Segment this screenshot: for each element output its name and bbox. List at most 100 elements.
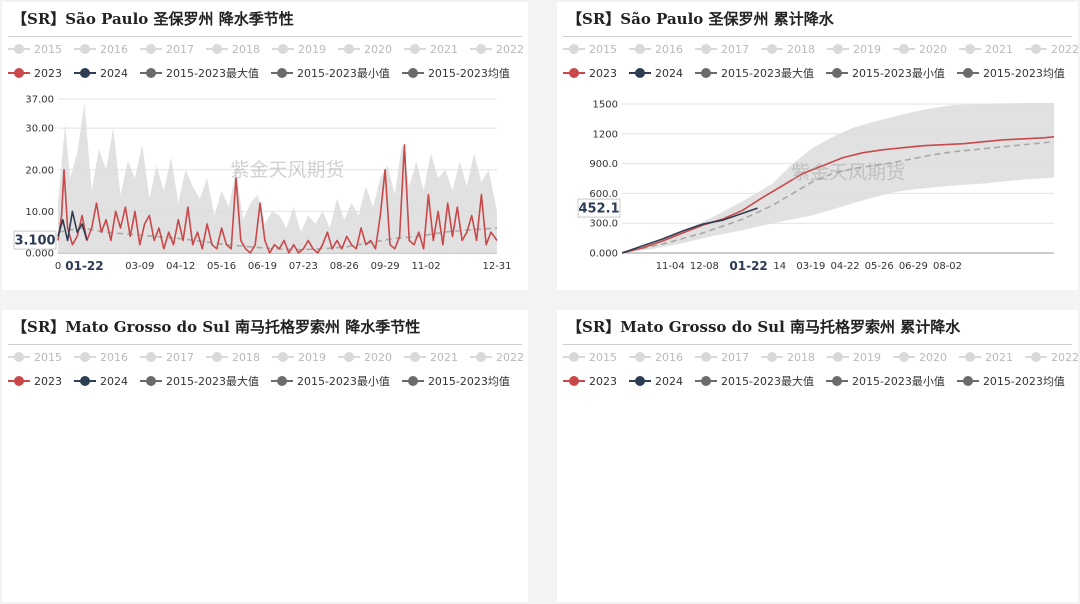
legend-item-2024[interactable]: 2024 — [74, 67, 128, 80]
legend-item-mean[interactable]: 2015-2023均值 — [956, 65, 1065, 81]
legend-label: 2023 — [589, 66, 617, 80]
legend-item-min[interactable]: 2015-2023最小值 — [825, 65, 945, 81]
legend-item-max[interactable]: 2015-2023最大值 — [140, 373, 259, 389]
legend-label: 2019 — [853, 42, 881, 56]
x-tick-label: 04-22 — [831, 261, 860, 272]
legend-item-2016[interactable]: 2016 — [74, 43, 128, 56]
series-line-2024 — [621, 207, 758, 254]
legend-item-2019[interactable]: 2019 — [272, 351, 326, 364]
legend-item-2021[interactable]: 2021 — [959, 43, 1013, 56]
legend-item-2023[interactable]: 2023 — [563, 67, 617, 80]
legend-swatch — [956, 376, 979, 386]
legend-label: 2022 — [496, 350, 524, 364]
x-tick-label: 01-22 — [65, 259, 103, 273]
legend-item-2024[interactable]: 2024 — [629, 375, 683, 388]
legend-item-2022[interactable]: 2022 — [470, 351, 524, 364]
legend-item-2015[interactable]: 2015 — [563, 351, 617, 364]
legend-swatch — [1025, 44, 1047, 54]
legend-item-min[interactable]: 2015-2023最小值 — [825, 373, 945, 389]
legend-item-2020[interactable]: 2020 — [893, 43, 947, 56]
legend-label: 2015-2023最大值 — [721, 375, 814, 388]
legend-label: 2015 — [589, 42, 617, 56]
legend-item-mean[interactable]: 2015-2023均值 — [401, 373, 510, 389]
legend-item-2019[interactable]: 2019 — [827, 43, 881, 56]
legend-item-max[interactable]: 2015-2023最大值 — [695, 65, 814, 81]
legend-label: 2020 — [919, 42, 947, 56]
legend-swatch — [140, 376, 162, 386]
legend-label: 2021 — [985, 42, 1013, 56]
series-line-mean — [621, 140, 1055, 254]
legend-label: 2021 — [430, 350, 458, 364]
legend-item-2023[interactable]: 2023 — [8, 375, 62, 388]
chart-title: 【SR】São Paulo 圣保罗州 累计降水 — [567, 10, 834, 28]
legend-swatch — [206, 352, 228, 362]
legend-item-2018[interactable]: 2018 — [761, 351, 815, 364]
legend-swatch — [404, 352, 426, 362]
legend-item-mean[interactable]: 2015-2023均值 — [956, 373, 1065, 389]
legend-item-2017[interactable]: 2017 — [140, 351, 194, 364]
legend-swatch — [270, 376, 293, 386]
legend-item-mean[interactable]: 2015-2023均值 — [401, 65, 510, 81]
legend-swatch — [695, 68, 717, 78]
legend-item-2022[interactable]: 2022 — [1025, 351, 1078, 364]
y-tick-label: 900.0 — [589, 159, 618, 170]
legend-swatch — [761, 352, 783, 362]
x-tick-label: 11-04 — [656, 261, 685, 272]
legend-swatch — [563, 376, 585, 386]
chart-title: 【SR】Mato Grosso do Sul 南马托格罗索州 累计降水 — [567, 318, 961, 336]
legend-item-2016[interactable]: 2016 — [74, 351, 128, 364]
legend-item-2015[interactable]: 2015 — [8, 351, 62, 364]
legend-item-2021[interactable]: 2021 — [959, 351, 1013, 364]
legend-item-2016[interactable]: 2016 — [629, 351, 683, 364]
legend-swatch — [1025, 352, 1047, 362]
legend-item-2018[interactable]: 2018 — [206, 43, 260, 56]
title-divider — [8, 344, 522, 345]
legend-item-2020[interactable]: 2020 — [893, 351, 947, 364]
legend-item-2018[interactable]: 2018 — [761, 43, 815, 56]
legend-item-min[interactable]: 2015-2023最小值 — [270, 373, 390, 389]
y-tick-label: 30.00 — [25, 124, 54, 135]
legend-label: 2024 — [100, 66, 128, 80]
watermark: 紫金天风期货 — [791, 162, 905, 184]
legend-item-2023[interactable]: 2023 — [8, 67, 62, 80]
legend-item-2023[interactable]: 2023 — [563, 375, 617, 388]
legend-series: 2023 2024 2015-2023最大值 2015-2023最小值 2015-202… — [8, 64, 522, 82]
legend-item-2024[interactable]: 2024 — [74, 375, 128, 388]
legend-swatch — [825, 376, 848, 386]
legend-swatch — [270, 68, 293, 78]
current-value-box — [13, 230, 57, 250]
legend-item-2017[interactable]: 2017 — [140, 43, 194, 56]
legend-item-2015[interactable]: 2015 — [563, 43, 617, 56]
legend-item-2021[interactable]: 2021 — [404, 351, 458, 364]
legend-item-2022[interactable]: 2022 — [1025, 43, 1078, 56]
legend-item-2017[interactable]: 2017 — [695, 43, 749, 56]
legend-item-2019[interactable]: 2019 — [272, 43, 326, 56]
legend-swatch — [74, 68, 96, 78]
legend-item-2019[interactable]: 2019 — [827, 351, 881, 364]
legend-item-2024[interactable]: 2024 — [629, 67, 683, 80]
legend-label: 2018 — [787, 350, 815, 364]
legend-item-2020[interactable]: 2020 — [338, 43, 392, 56]
legend-item-max[interactable]: 2015-2023最大值 — [140, 65, 259, 81]
legend-item-2017[interactable]: 2017 — [695, 351, 749, 364]
legend-swatch — [695, 376, 717, 386]
legend-swatch — [272, 44, 294, 54]
y-tick-label: 0.000 — [589, 249, 618, 260]
legend-swatch — [827, 44, 849, 54]
legend-item-2021[interactable]: 2021 — [404, 43, 458, 56]
x-tick-label: 08-26 — [330, 261, 359, 272]
legend-label: 2021 — [430, 42, 458, 56]
legend-label: 2018 — [232, 42, 260, 56]
legend-item-2015[interactable]: 2015 — [8, 43, 62, 56]
legend-item-2016[interactable]: 2016 — [629, 43, 683, 56]
title-divider — [563, 344, 1072, 345]
legend-item-2020[interactable]: 2020 — [338, 351, 392, 364]
legend-label: 2015 — [34, 350, 62, 364]
y-tick-label: 20.00 — [25, 165, 54, 176]
legend-item-max[interactable]: 2015-2023最大值 — [695, 373, 814, 389]
legend-label: 2022 — [1051, 42, 1078, 56]
legend-item-2022[interactable]: 2022 — [470, 43, 524, 56]
legend-item-min[interactable]: 2015-2023最小值 — [270, 65, 390, 81]
series-line-2024 — [57, 210, 88, 242]
legend-item-2018[interactable]: 2018 — [206, 351, 260, 364]
